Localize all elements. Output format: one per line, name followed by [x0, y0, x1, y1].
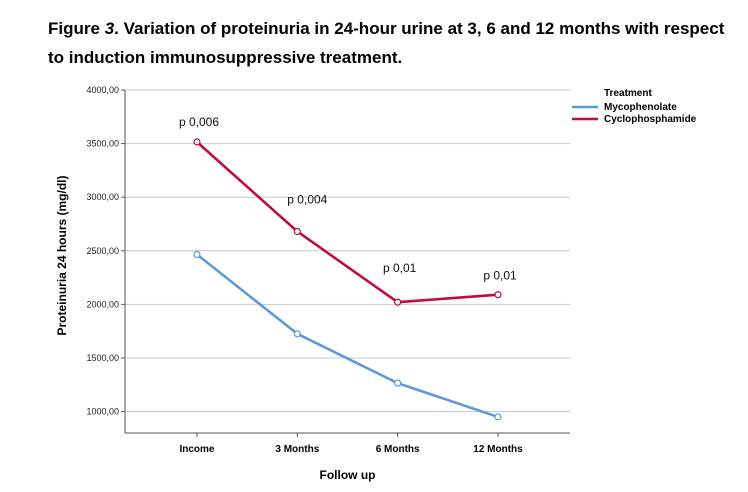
data-point — [494, 413, 502, 421]
x-tick-label: Income — [179, 444, 214, 455]
annotations: p 0,006 p 0,004 p 0,01 p 0,01 — [179, 115, 517, 283]
legend-label: Cyclophosphamide — [604, 114, 697, 125]
figure-title-text: . Variation of proteinuria in 24-hour ur… — [48, 19, 725, 67]
x-tick-label: 3 Months — [275, 444, 319, 455]
figure-title-prefix: Figure — [48, 19, 100, 38]
data-point — [394, 379, 402, 387]
series-line-1 — [196, 141, 499, 304]
x-tick-label: 6 Months — [376, 444, 420, 455]
x-axis-title: Follow up — [320, 468, 376, 482]
legend-label: Mycophenolate — [604, 102, 677, 113]
axes — [121, 89, 570, 437]
y-tick-label: 3000,00 — [86, 192, 119, 202]
data-point — [394, 298, 402, 306]
series-line-0 — [196, 253, 499, 419]
x-tick-labels: Income 3 Months 6 Months 12 Months — [179, 444, 523, 455]
y-tick-label: 1500,00 — [86, 353, 119, 363]
p-value-annotation: p 0,006 — [179, 115, 219, 129]
figure-title: Figure 3. Variation of proteinuria in 24… — [48, 14, 738, 72]
x-tick-label: 12 Months — [473, 444, 523, 455]
data-point — [193, 250, 201, 259]
figure-title-number: 3 — [104, 19, 115, 38]
p-value-annotation: p 0,01 — [483, 269, 517, 283]
data-point — [193, 138, 201, 146]
y-tick-label: 1000,00 — [86, 407, 119, 417]
y-tick-label: 2000,00 — [86, 299, 119, 309]
data-point — [293, 330, 301, 338]
data-point — [494, 291, 502, 299]
y-tick-labels: 1000,00 1500,00 2000,00 2500,00 3000,00 3500,… — [86, 85, 119, 417]
p-value-annotation: p 0,01 — [383, 261, 417, 275]
p-value-annotation: p 0,004 — [287, 192, 327, 206]
gridlines — [125, 89, 570, 413]
y-tick-label: 4000,00 — [86, 85, 119, 95]
series — [193, 138, 502, 421]
y-tick-label: 2500,00 — [86, 246, 119, 256]
y-tick-label: 3500,00 — [86, 139, 119, 149]
y-axis-title: Proteinuria 24 hours (mg/dl) — [55, 175, 69, 335]
data-point — [293, 227, 301, 236]
legend-title: Treatment — [604, 88, 652, 99]
